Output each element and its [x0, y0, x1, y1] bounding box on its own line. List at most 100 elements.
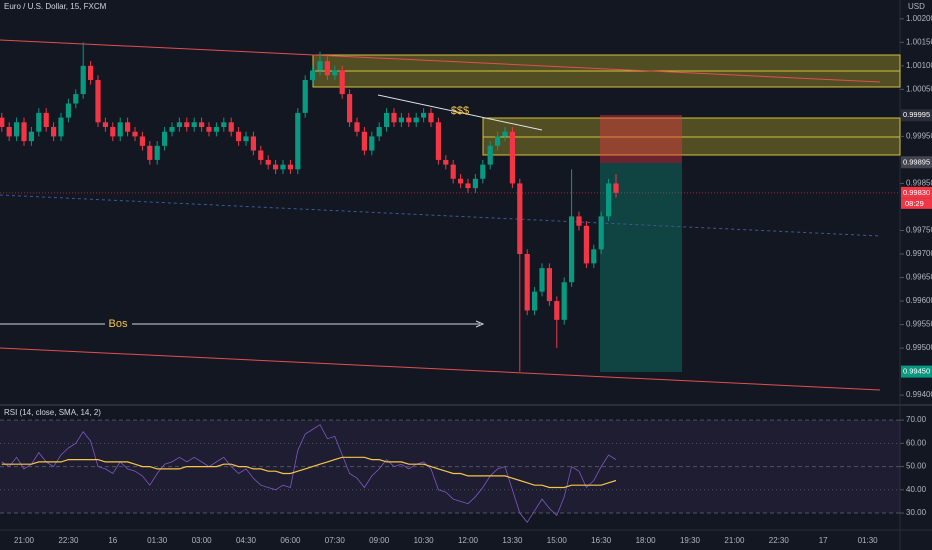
- candle-body: [110, 127, 116, 137]
- x-tick-label: 22:30: [769, 536, 790, 545]
- x-tick-label: 22:30: [58, 536, 79, 545]
- rsi-title: RSI (14, close, SMA, 14, 2): [4, 408, 101, 417]
- y-tick-label: 1.00200: [906, 14, 932, 23]
- candle-body: [435, 122, 441, 160]
- candle-body: [391, 112, 397, 123]
- candle-body: [509, 131, 515, 184]
- x-tick-label: 06:00: [280, 536, 301, 545]
- candle-body: [102, 122, 108, 128]
- candle-body: [199, 122, 205, 128]
- candle-body: [583, 225, 589, 264]
- y-tick-label: 30.00: [906, 508, 927, 517]
- candle-body: [295, 112, 301, 170]
- x-tick-label: 18:00: [636, 536, 657, 545]
- candle-body: [539, 268, 545, 292]
- candle-body: [354, 122, 360, 132]
- bos-label: Bos: [109, 318, 128, 330]
- candle-body: [613, 183, 619, 193]
- x-tick-label: 04:30: [236, 536, 257, 545]
- x-tick-label: 15:00: [547, 536, 568, 545]
- candle-body: [369, 136, 375, 151]
- price-label-box: [901, 365, 932, 378]
- candle-body: [14, 122, 20, 137]
- candle-body: [6, 127, 12, 137]
- y-tick-label: 1.00150: [906, 37, 932, 46]
- candle-body: [443, 159, 449, 165]
- candle-body: [51, 127, 57, 137]
- x-tick-label: 21:00: [14, 536, 35, 545]
- candle-body: [561, 282, 567, 320]
- candle-body: [384, 112, 390, 128]
- bos-arrow: [475, 320, 485, 328]
- candle-body: [273, 164, 279, 170]
- price-label: 0.99450: [903, 367, 930, 376]
- candle-body: [524, 254, 530, 311]
- x-tick-label: 07:30: [325, 536, 346, 545]
- candle-body: [80, 65, 86, 95]
- mid-line: [0, 194, 881, 237]
- y-tick-label: 1.00050: [906, 84, 932, 93]
- candle-body: [428, 112, 434, 123]
- x-tick-label: 19:30: [680, 536, 701, 545]
- candle-body: [413, 117, 419, 123]
- candle-body: [546, 268, 552, 302]
- candle-body: [58, 117, 64, 137]
- candle-body: [398, 117, 404, 123]
- candle-body: [376, 127, 382, 137]
- candle-body: [95, 79, 101, 123]
- candle-body: [569, 216, 575, 283]
- candle-body: [287, 164, 293, 170]
- candle-body: [517, 183, 523, 255]
- candle-body: [458, 178, 464, 184]
- candle-body: [213, 127, 219, 132]
- candle-body: [606, 183, 612, 217]
- countdown: 08:29: [905, 199, 924, 208]
- countdown-box: [901, 198, 932, 209]
- candle-body: [361, 131, 367, 151]
- candle-body: [36, 112, 42, 132]
- x-tick-label: 12:00: [458, 536, 479, 545]
- candle-body: [591, 249, 597, 264]
- candle-body: [132, 131, 138, 137]
- trend-line: [0, 39, 881, 83]
- candle-body: [65, 103, 71, 118]
- candle-body: [154, 145, 160, 160]
- candle-body: [576, 216, 582, 226]
- candle-body: [339, 70, 345, 95]
- price-label-box: [901, 186, 932, 199]
- x-tick-label: 13:30: [502, 536, 523, 545]
- candle-body: [169, 127, 175, 132]
- y-tick-label: 40.00: [906, 485, 927, 494]
- candle-body: [73, 94, 79, 104]
- candle-body: [228, 122, 234, 132]
- x-tick-label: 09:00: [369, 536, 390, 545]
- rsi-line: [1, 456, 617, 489]
- candle-body: [191, 122, 197, 128]
- candle-body: [265, 159, 271, 165]
- candle-body: [472, 178, 478, 189]
- candle-body: [176, 122, 182, 128]
- x-tick-label: 01:30: [147, 536, 168, 545]
- y-tick-label: 1.00100: [906, 61, 932, 70]
- price-label: 0.99995: [903, 110, 930, 119]
- candle-body: [21, 122, 27, 142]
- candle-body: [117, 122, 123, 137]
- price-label-box: [901, 156, 932, 169]
- trend-line: [0, 347, 881, 391]
- candle-body: [0, 117, 5, 128]
- x-tick-label: 16: [108, 536, 117, 545]
- candle-body: [495, 136, 501, 146]
- candle-body: [324, 61, 330, 76]
- x-tick-label: 21:00: [724, 536, 745, 545]
- candle-body: [480, 164, 486, 179]
- candle-body: [598, 216, 604, 250]
- candle-body: [221, 122, 227, 128]
- candle-body: [28, 131, 34, 142]
- liquidity-line: [377, 94, 543, 131]
- y-tick-label: 50.00: [906, 462, 927, 471]
